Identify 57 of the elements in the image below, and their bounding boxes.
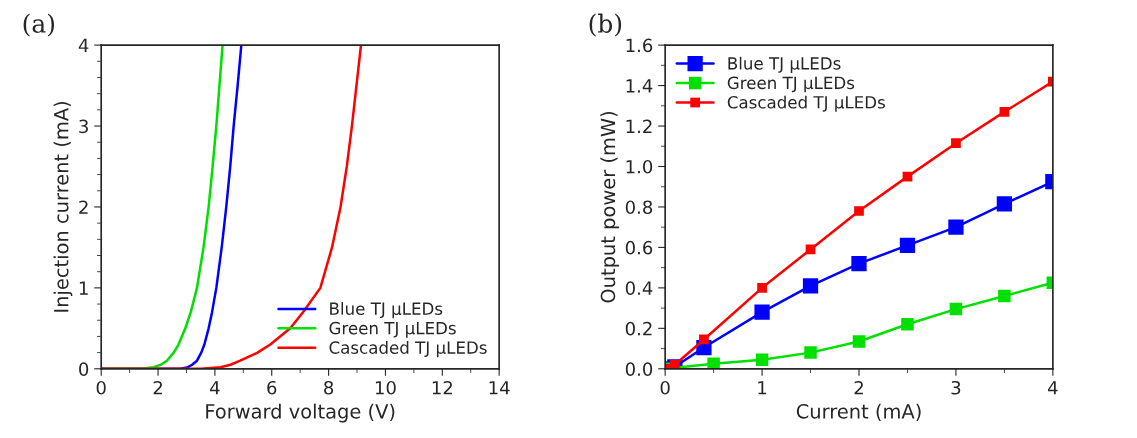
x-tick-label: 2: [153, 380, 162, 395]
point: [949, 302, 963, 316]
y-tick-label: 1.0: [626, 159, 653, 174]
y-tick-label: 0.6: [625, 240, 653, 255]
x-tick-label: 2: [854, 380, 863, 395]
point: [852, 335, 866, 348]
legend-label: Blue TJ μLEDs: [728, 56, 841, 73]
point: [998, 289, 1011, 303]
y-tick-label: 0: [79, 362, 89, 376]
point: [802, 278, 819, 294]
y-tick-label: 1.4: [626, 79, 653, 93]
x-tick-label: 4: [1048, 381, 1058, 395]
legend-label: Green TJ μLEDs: [727, 76, 855, 93]
point: [996, 196, 1013, 212]
x-tick-label: 6: [267, 380, 277, 395]
legend-label: Cascaded TJ μLEDs: [727, 95, 885, 112]
point: [754, 304, 770, 320]
x-axis-title: Current (mA): [796, 403, 921, 421]
point: [899, 237, 916, 254]
point: [854, 206, 864, 216]
y-tick-label: 0.0: [625, 362, 653, 376]
x-tick-label: 0: [96, 380, 106, 395]
y-tick-label: 1: [79, 281, 88, 295]
point: [804, 346, 817, 359]
y-tick-label: 1.6: [626, 38, 653, 53]
x-axis-title: Forward voltage (V): [206, 403, 395, 423]
text: (a): [23, 13, 55, 37]
point: [755, 353, 769, 366]
x-tick-label: 12: [432, 380, 452, 395]
point: [999, 107, 1010, 117]
point: [851, 255, 867, 272]
x-tick-label: 10: [375, 380, 396, 395]
point: [757, 283, 767, 293]
legend-label: Cascaded TJ μLEDs: [329, 341, 487, 358]
y-tick-label: 0.8: [625, 200, 653, 215]
legend-label: Blue TJ μLEDs: [330, 302, 443, 319]
y-tick-label: 0.4: [625, 281, 653, 295]
point: [901, 318, 914, 331]
y-axis-title: Output power (mW): [600, 111, 620, 303]
y-tick-label: 1.2: [626, 119, 652, 133]
x-tick-label: 4: [210, 381, 220, 395]
legend-label: Green TJ μLEDs: [329, 321, 456, 338]
y-tick-label: 2: [79, 200, 88, 214]
y-tick-label: 4: [78, 38, 89, 52]
y-tick-label: 3: [79, 119, 88, 134]
y-tick-label: 0.2: [625, 321, 652, 336]
point: [948, 219, 964, 235]
point: [707, 357, 720, 369]
text: (b): [589, 13, 622, 37]
x-tick-label: 3: [951, 380, 961, 395]
point: [699, 334, 709, 345]
point: [951, 138, 961, 149]
x-tick-label: 8: [324, 380, 334, 395]
x-tick-label: 0: [660, 380, 670, 395]
x-tick-label: 1: [758, 381, 767, 395]
y-axis-title: Injection current (mA): [53, 101, 73, 312]
x-tick-label: 14: [489, 381, 510, 395]
